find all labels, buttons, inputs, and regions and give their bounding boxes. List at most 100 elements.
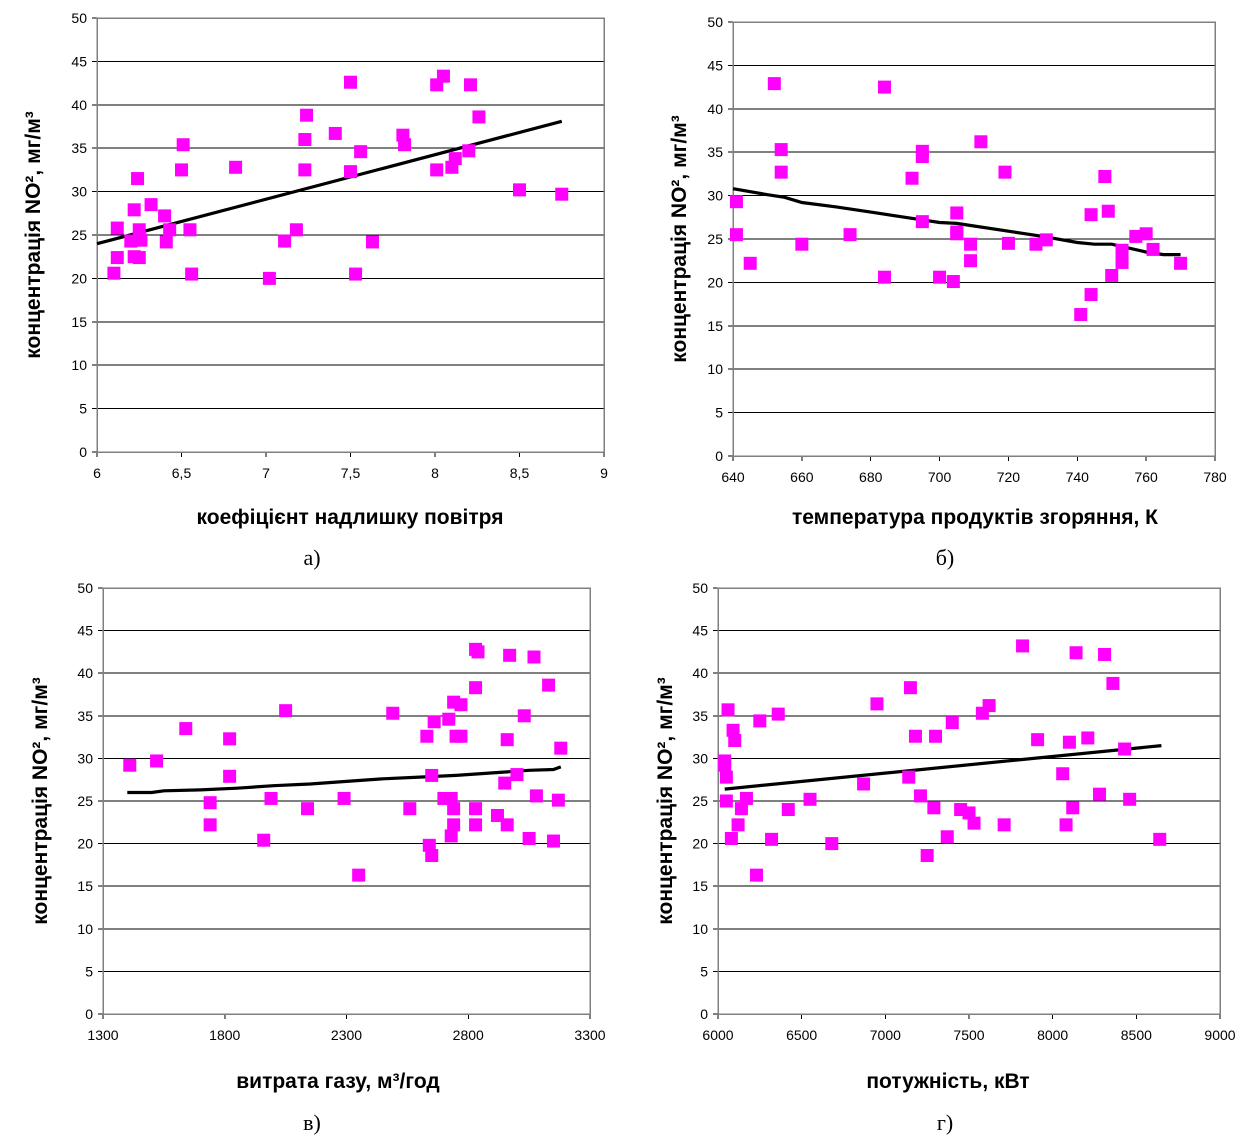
x-tick-label: 7000 — [870, 1027, 901, 1043]
data-point — [463, 78, 477, 92]
y-tick-label: 30 — [692, 750, 708, 766]
chart-panel-4: 0 5 10 15 20 25 30 35 40 45 50 6000 6500 7000 7500 8000… — [654, 580, 1236, 1135]
data-point — [498, 776, 512, 790]
x-tick-label: 7500 — [953, 1027, 984, 1043]
data-point — [354, 145, 368, 159]
data-point — [551, 793, 565, 807]
data-point — [110, 251, 124, 265]
data-point — [522, 831, 536, 845]
y-tick-label: 5 — [85, 963, 93, 979]
data-point — [729, 228, 743, 242]
data-point — [1098, 647, 1112, 661]
y-tick-label: 25 — [692, 793, 708, 809]
data-point — [731, 818, 745, 832]
data-point — [1016, 639, 1030, 653]
panel-caption: б) — [936, 545, 955, 570]
data-point — [1074, 308, 1088, 322]
data-point — [175, 163, 188, 177]
data-point — [1101, 204, 1115, 218]
data-point — [857, 777, 871, 791]
y-tick-label: 10 — [71, 357, 87, 373]
data-point — [365, 235, 379, 249]
data-point — [179, 722, 193, 736]
data-point — [337, 791, 351, 805]
data-point — [724, 831, 738, 845]
data-point — [719, 794, 733, 808]
data-point — [279, 704, 293, 718]
data-point — [945, 716, 959, 730]
data-point — [913, 789, 927, 803]
data-point — [1153, 832, 1167, 846]
y-tick-label: 50 — [77, 580, 93, 596]
data-point — [825, 837, 839, 851]
data-point — [469, 802, 483, 816]
data-point — [1118, 742, 1132, 756]
x-tick-label: 8500 — [1121, 1027, 1152, 1043]
data-point — [386, 706, 400, 720]
data-point — [289, 223, 303, 237]
data-point — [447, 802, 461, 816]
data-point — [127, 203, 141, 217]
x-axis-title: коефіцієнт надлишку повітря — [197, 506, 504, 529]
y-tick-label: 5 — [700, 963, 708, 979]
data-point — [223, 732, 237, 746]
y-tick-label: 10 — [692, 921, 708, 937]
data-point — [927, 801, 941, 815]
data-point — [500, 733, 514, 747]
x-tick-label: 780 — [1203, 469, 1227, 485]
x-tick-label: 9000 — [1204, 1027, 1235, 1043]
data-point — [454, 729, 468, 743]
data-point — [124, 234, 138, 248]
data-point — [915, 150, 929, 164]
data-point — [753, 714, 767, 728]
data-point — [352, 868, 366, 882]
data-point — [203, 796, 217, 810]
data-point — [877, 270, 891, 284]
y-tick-label: 10 — [707, 361, 723, 377]
data-point — [767, 77, 781, 91]
plot-area — [717, 587, 1221, 1015]
data-point — [454, 698, 468, 712]
y-axis-title: концентрація NO², мг/м³ — [22, 111, 45, 358]
data-point — [123, 758, 137, 772]
y-tick-label: 45 — [77, 623, 93, 639]
data-point — [940, 830, 954, 844]
y-tick-label: 0 — [79, 444, 87, 460]
data-point — [795, 237, 809, 251]
data-point — [964, 237, 978, 251]
data-point — [1129, 229, 1143, 243]
x-tick-label: 3300 — [574, 1027, 605, 1043]
data-point — [1084, 208, 1098, 222]
data-point — [500, 818, 514, 832]
data-point — [1174, 256, 1188, 270]
y-tick-label: 25 — [707, 231, 723, 247]
y-axis-title: концентрація NO², мг/м³ — [29, 677, 52, 924]
data-point — [229, 160, 243, 174]
x-tick-label: 8 — [431, 465, 439, 481]
x-tick-label: 6500 — [786, 1027, 817, 1043]
data-point — [915, 215, 929, 229]
y-tick-label: 45 — [707, 57, 723, 73]
data-point — [469, 681, 483, 695]
data-point — [982, 699, 996, 713]
data-point — [542, 678, 556, 692]
x-tick-label: 7 — [262, 465, 270, 481]
chart-panel-3: 0 5 10 15 20 25 30 35 40 45 50 1300 1800 2300 2800 3300… — [29, 580, 606, 1135]
data-point — [403, 802, 417, 816]
data-point — [905, 171, 919, 185]
data-point — [132, 223, 146, 237]
x-tick-label: 1300 — [87, 1027, 118, 1043]
data-point — [517, 709, 531, 723]
data-point — [257, 833, 271, 847]
y-tick-label: 35 — [707, 144, 723, 160]
x-tick-label: 2800 — [453, 1027, 484, 1043]
x-axis-title: потужність, кВт — [866, 1070, 1029, 1093]
data-point — [743, 256, 757, 270]
y-tick-label: 25 — [77, 793, 93, 809]
data-point — [469, 818, 483, 832]
data-point — [1093, 787, 1107, 801]
data-point — [107, 266, 121, 280]
data-point — [929, 729, 943, 743]
data-point — [749, 868, 763, 882]
